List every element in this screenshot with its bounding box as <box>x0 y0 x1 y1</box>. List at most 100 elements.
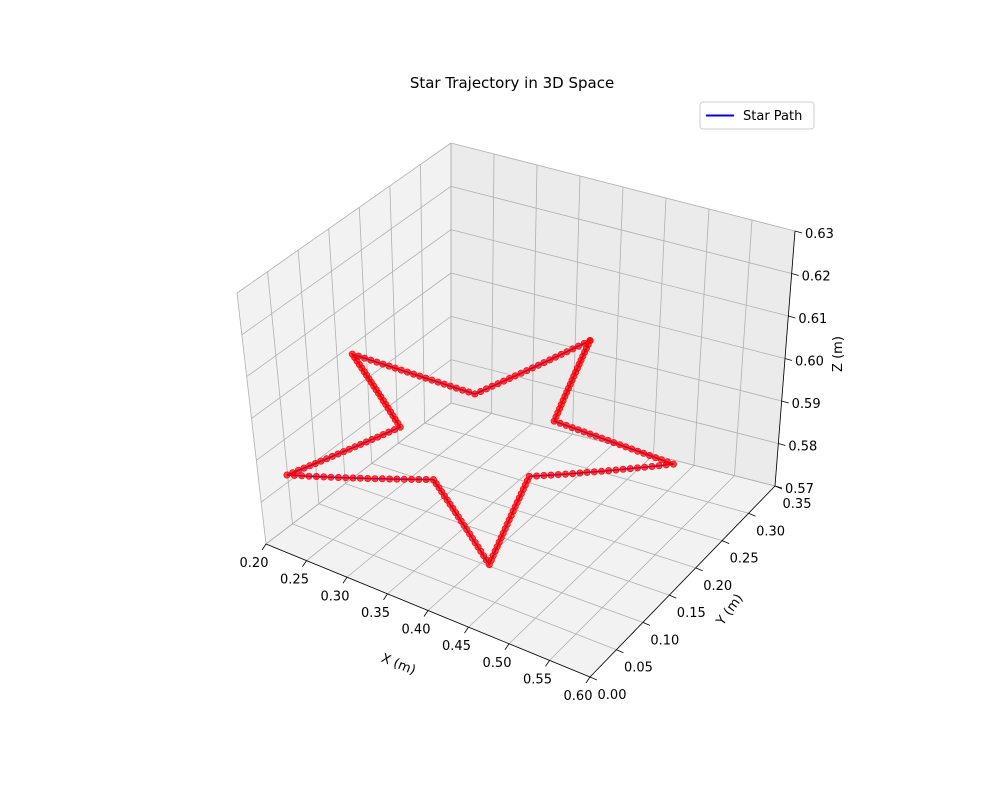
z-tick-label: 0.60 <box>795 355 824 370</box>
y-tick <box>589 676 598 681</box>
y-tick-label: 0.20 <box>703 579 732 594</box>
star-path-point <box>379 360 387 368</box>
star-path-point <box>320 473 328 481</box>
star-path-point <box>482 385 490 393</box>
star-path-point <box>364 474 372 482</box>
star-path-point <box>561 470 569 478</box>
tick-labels: 0.20 0.25 0.30 0.35 0.40 0.45 0.50 0.55 0.60 0.00… <box>240 227 834 704</box>
x-tick-label: 0.50 <box>483 656 512 671</box>
z-tick <box>778 443 786 446</box>
y-tick-label: 0.25 <box>730 552 759 567</box>
grid-line-x-floor <box>306 413 492 561</box>
grid-line-z-side <box>241 186 452 336</box>
star-path-point <box>580 428 588 436</box>
star-path-point <box>592 432 600 440</box>
x-tick-label: 0.45 <box>442 639 471 654</box>
x-tick <box>585 676 591 684</box>
star-path-point <box>597 467 605 475</box>
star-path-point <box>655 462 663 470</box>
x-tick-label: 0.60 <box>564 689 593 704</box>
star-path-point <box>390 426 398 434</box>
star-path-point <box>562 421 570 429</box>
floor-pane <box>266 403 775 677</box>
star-path-point <box>533 472 541 480</box>
grid-line-y-floor <box>292 523 617 651</box>
back-pane <box>451 143 795 486</box>
x-tick <box>545 660 550 667</box>
star-path-point <box>622 443 630 451</box>
star-path-point <box>400 475 408 483</box>
star-path-point <box>391 364 399 372</box>
grid-line-z-side <box>246 229 452 377</box>
y-tick <box>695 567 703 572</box>
star-path-point <box>505 374 513 382</box>
star-path-point <box>648 462 656 470</box>
z-axis-label: Z (m) <box>831 336 846 372</box>
x-tick-label: 0.20 <box>240 556 269 571</box>
star-path-point <box>576 469 584 477</box>
grid-line-z-back <box>450 229 789 317</box>
legend-box <box>699 101 815 130</box>
z-tick-label: 0.63 <box>805 227 834 242</box>
z-tick-label: 0.62 <box>802 270 831 285</box>
star-path-point <box>551 353 559 361</box>
star-path-point <box>312 472 320 480</box>
grid-line-y-floor <box>318 503 643 623</box>
star-path-point <box>349 474 357 482</box>
star-path-point <box>590 468 598 476</box>
y-axis-label: Y (m) <box>713 591 746 629</box>
y-tick <box>642 622 651 626</box>
star-path-point <box>379 431 387 439</box>
z-tick <box>784 358 793 361</box>
star-path-point <box>605 467 613 475</box>
y-tick <box>721 540 730 544</box>
y-tick-label: 0.15 <box>677 606 706 621</box>
star-path-point <box>604 436 612 444</box>
x-tick <box>423 610 429 617</box>
star-path-point <box>651 454 659 462</box>
star-path-point <box>580 339 588 347</box>
star-path-point <box>610 439 618 447</box>
grid-line-z-back <box>450 272 786 359</box>
star-path-point <box>612 466 620 474</box>
star-path-point <box>305 472 313 480</box>
star-path-point <box>371 475 379 483</box>
star-path-point <box>367 356 375 364</box>
star-path-point <box>452 384 460 392</box>
star-path-point <box>540 359 548 367</box>
star-path-point <box>550 417 558 425</box>
z-tick <box>774 485 783 489</box>
grid-line-y-floor <box>424 422 749 514</box>
star-path-point <box>422 374 430 382</box>
y-axis-line <box>589 485 776 678</box>
star-path-point <box>574 426 582 434</box>
star-path-point <box>669 460 677 468</box>
z-tick-label: 0.61 <box>798 312 827 327</box>
star-path-point <box>446 382 454 390</box>
star-path-point <box>626 465 634 473</box>
star-path-point <box>429 476 437 484</box>
x-tick-label: 0.55 <box>523 672 552 687</box>
star-path-point <box>373 358 381 366</box>
star-path-point <box>403 368 411 376</box>
y-tick-label: 0.10 <box>650 633 679 648</box>
star-path-point <box>334 473 342 481</box>
star-path-point <box>563 348 571 356</box>
star-path-point <box>494 380 502 388</box>
y-tick-label: 0.30 <box>756 524 785 539</box>
star-path-point <box>557 350 565 358</box>
grid-line-z-back <box>450 315 782 402</box>
z-tick-label: 0.59 <box>792 397 821 412</box>
grid-line-z-back <box>450 359 779 444</box>
grid-line-z-side <box>251 272 452 419</box>
star-path-point <box>356 474 364 482</box>
x-tick <box>342 577 348 584</box>
star-path-point <box>569 345 577 353</box>
star-path-point <box>500 377 508 385</box>
grid-line-x-floor <box>468 454 654 628</box>
grid-line-y-floor <box>345 483 670 596</box>
star-path-point <box>547 471 555 479</box>
z-tick-label: 0.57 <box>785 482 814 497</box>
y-tick <box>616 649 624 654</box>
star-path-point <box>393 475 401 483</box>
